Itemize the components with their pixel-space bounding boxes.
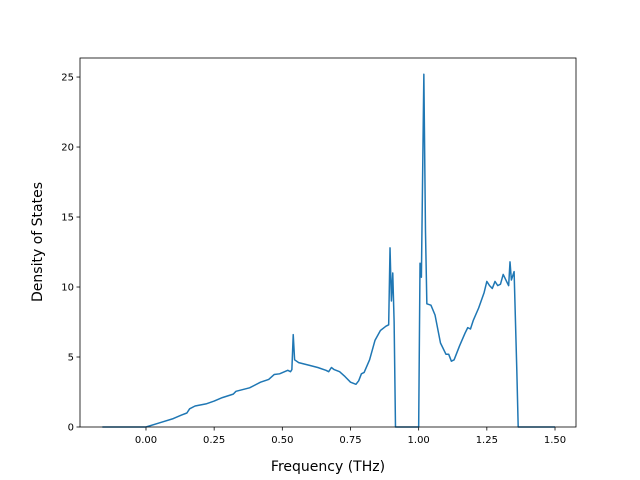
y-tick-label: 10 — [61, 283, 74, 294]
y-axis-label: Density of States — [30, 182, 46, 302]
y-tick-label: 5 — [68, 353, 74, 364]
y-tick-label: 0 — [68, 423, 74, 434]
x-tick-label: 0.25 — [203, 435, 225, 446]
plot-frame — [79, 57, 577, 428]
y-tick-label: 15 — [61, 213, 74, 224]
x-tick-label: 1.00 — [408, 435, 430, 446]
x-tick-label: 1.50 — [544, 435, 566, 446]
x-tick-label: 0.50 — [271, 435, 293, 446]
y-tick-label: 20 — [61, 143, 74, 154]
x-tick-label: 0.00 — [135, 435, 157, 446]
line-series — [102, 73, 555, 428]
x-tick-label: 0.75 — [339, 435, 361, 446]
y-tick-label: 25 — [61, 73, 74, 84]
x-tick-label: 1.25 — [476, 435, 498, 446]
x-axis-label: Frequency (THz) — [271, 459, 385, 475]
